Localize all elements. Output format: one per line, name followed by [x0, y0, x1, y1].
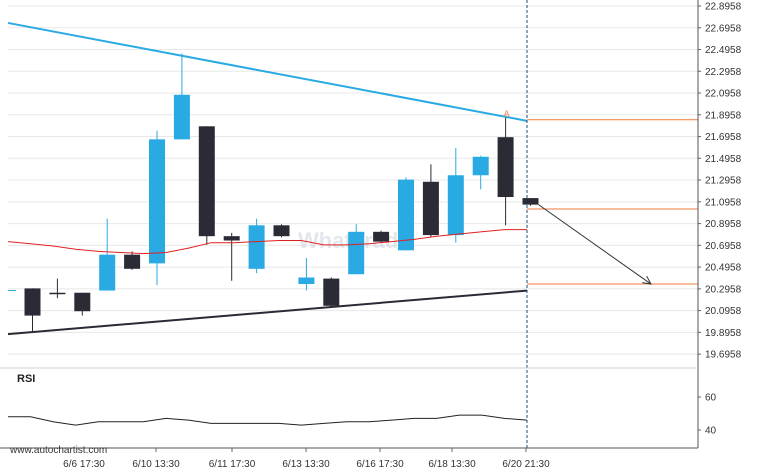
- grid-lines: [8, 5, 698, 355]
- pattern-marker: A: [504, 109, 510, 119]
- resistance-line: [7, 21, 528, 122]
- candle-body: [124, 254, 141, 269]
- forecast-arrow-line: [538, 204, 652, 285]
- candle-body: [173, 94, 190, 140]
- price-tick-label: 20.4958: [705, 263, 742, 274]
- price-tick-label: 20.2958: [705, 284, 742, 295]
- time-tick-label: 6/16 17:30: [356, 459, 404, 470]
- price-tick-label: 21.0958: [705, 197, 742, 208]
- candle-body: [99, 254, 116, 291]
- price-tick-label: 20.0958: [705, 306, 742, 317]
- levels: A: [504, 109, 698, 285]
- candle-body: [273, 225, 290, 237]
- candles: [8, 53, 539, 332]
- candle-body: [149, 139, 165, 264]
- price-tick-label: 22.8958: [705, 2, 742, 13]
- candle-body: [248, 225, 265, 269]
- candle-body: [74, 292, 91, 312]
- candle-body: [522, 198, 539, 205]
- price-tick-label: 21.6958: [705, 132, 742, 143]
- candle-body: [223, 236, 240, 241]
- candle-body: [373, 231, 390, 242]
- moving-average: [7, 229, 527, 255]
- candle-body: [447, 175, 464, 236]
- moving-average-line: [7, 229, 527, 255]
- candle-body: [472, 156, 489, 176]
- rsi-tick-label: 40: [705, 426, 717, 437]
- candle-body: [298, 277, 315, 285]
- price-tick-label: 22.4958: [705, 45, 742, 56]
- candle-body: [398, 179, 414, 251]
- price-tick-label: 20.8958: [705, 219, 742, 230]
- time-tick-label: 6/10 13:30: [132, 459, 180, 470]
- time-tick-label: 6/11 17:30: [209, 459, 256, 470]
- candle-body: [24, 288, 41, 316]
- price-tick-label: 21.2958: [705, 176, 742, 187]
- candle-body: [323, 278, 340, 306]
- price-tick-label: 19.6958: [705, 350, 742, 361]
- candle-body: [198, 126, 215, 237]
- price-tick-label: 22.6958: [705, 23, 742, 34]
- candle-body: [497, 137, 514, 198]
- price-tick-label: 20.6958: [705, 241, 742, 252]
- time-tick-label: 6/20 21:30: [502, 459, 550, 470]
- rsi-panel: 60 40: [8, 393, 717, 437]
- axes: 22.8958 22.6958 22.4958 22.2958 22.0958 21.89…: [0, 0, 742, 470]
- rsi-tick-label: 60: [705, 393, 717, 404]
- price-tick-label: 21.8958: [705, 110, 742, 121]
- forecast-arrow-head: [642, 275, 652, 285]
- support-line: [7, 289, 528, 336]
- price-tick-label: 19.8958: [705, 328, 742, 339]
- candle-body: [49, 292, 66, 295]
- trend-lines: [7, 0, 528, 448]
- rsi-line: [8, 414, 528, 426]
- candle-body: [348, 231, 365, 275]
- price-tick-label: 22.2958: [705, 67, 742, 78]
- time-tick-label: 6/13 13:30: [282, 459, 330, 470]
- time-tick-label: 6/6 17:30: [63, 459, 105, 470]
- rsi-label: RSI: [17, 373, 35, 385]
- price-tick-label: 22.0958: [705, 89, 742, 100]
- price-tick-label: 21.4958: [705, 154, 742, 165]
- candle-body: [422, 181, 439, 236]
- time-tick-label: 6/18 13:30: [428, 459, 476, 470]
- credit-text: www.autochartist.com: [9, 445, 107, 456]
